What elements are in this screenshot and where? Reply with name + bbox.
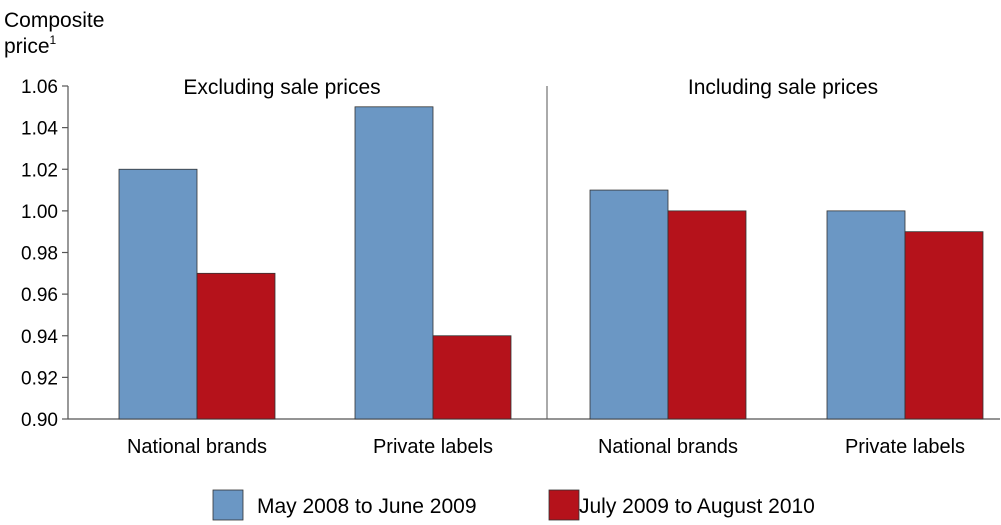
category-label: National brands [127,436,267,458]
y-ticks: 1.06 1.04 1.02 1.00 0.98 0.96 0.94 0.92 0.90 [21,77,68,431]
bar-excluding-national-series0 [118,168,198,420]
footnote-marker: 1 [50,33,57,47]
category-labels: Excluding sale prices National brands Priv… [127,76,965,458]
bar-including-national-series0 [589,189,669,420]
y-tick-label: 0.98 [21,244,58,265]
legend-swatch-series1 [548,489,580,521]
legend-label-series1: July 2009 to August 2010 [579,495,815,518]
y-tick-label: 0.92 [21,368,58,389]
legend-swatch-series0 [212,489,244,521]
panel-title: Excluding sale prices [183,76,380,99]
y-tick-label: 1.04 [21,119,58,140]
panel-title: Including sale prices [688,76,878,99]
bar-including-national-series1 [667,210,747,420]
bar-including-private-series0 [826,210,906,420]
legend: May 2008 to June 2009 July 2009 to August… [212,489,815,521]
y-axis-label-line1: Composite [4,9,104,32]
y-axis-label: Composite price1 [4,9,104,58]
category-label: National brands [598,436,738,458]
y-tick-label: 1.02 [21,160,58,181]
legend-label-series0: May 2008 to June 2009 [257,495,477,518]
y-tick-label: 1.00 [21,202,58,223]
bar-excluding-private-series0 [354,106,434,420]
y-tick-label: 0.90 [21,410,58,431]
category-label: Private labels [845,436,965,458]
bar-excluding-private-series1 [432,335,512,420]
y-axis-label-line2: price1 [4,33,57,58]
y-tick-label: 0.94 [21,327,58,348]
category-label: Private labels [373,436,493,458]
bars [118,106,984,420]
bar-including-private-series1 [904,231,984,420]
y-tick-label: 0.96 [21,285,58,306]
y-tick-label: 1.06 [21,77,58,98]
bar-excluding-national-series1 [196,272,276,420]
